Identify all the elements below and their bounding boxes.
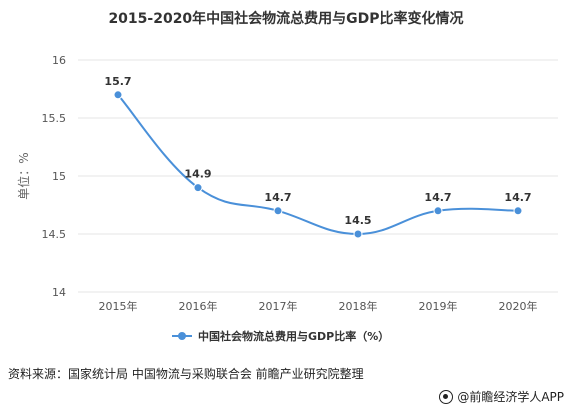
y-axis-ticks: 14 14.5 15 15.5 16	[42, 54, 67, 299]
x-tick-label: 2016年	[179, 299, 218, 313]
series-line	[117, 94, 519, 236]
data-point[interactable]	[513, 206, 523, 216]
y-tick-label: 16	[52, 54, 66, 67]
chart-title: 2015-2020年中国社会物流总费用与GDP比率变化情况	[108, 11, 464, 27]
data-label: 14.7	[424, 191, 451, 204]
data-label: 15.7	[104, 75, 131, 88]
data-label: 14.5	[344, 214, 371, 227]
y-tick-label: 15	[52, 170, 66, 183]
grid-lines	[78, 59, 558, 293]
brand-text: @前瞻经济学人APP	[457, 390, 564, 404]
data-labels: 15.7 14.9 14.7 14.5 14.7 14.7	[104, 75, 531, 227]
series-points	[113, 90, 523, 239]
line-chart: 14 14.5 15 15.5 16 2015年 2016年 2017年 2018年 2019年…	[16, 54, 558, 343]
data-point[interactable]	[113, 90, 123, 100]
data-label: 14.7	[504, 191, 531, 204]
data-point[interactable]	[273, 206, 283, 216]
legend[interactable]: 中国社会物流总费用与GDP比率（%）	[172, 329, 389, 343]
x-tick-label: 2019年	[419, 299, 458, 313]
legend-marker	[178, 332, 186, 340]
x-tick-label: 2018年	[339, 299, 378, 313]
data-point[interactable]	[353, 229, 363, 239]
data-label: 14.7	[264, 191, 291, 204]
brand: @前瞻经济学人APP	[439, 388, 564, 405]
legend-label: 中国社会物流总费用与GDP比率（%）	[198, 329, 389, 343]
data-point[interactable]	[433, 206, 443, 216]
y-tick-label: 14	[52, 286, 66, 299]
x-axis-ticks: 2015年 2016年 2017年 2018年 2019年 2020年	[99, 299, 538, 313]
x-tick-label: 2015年	[99, 299, 138, 313]
data-point[interactable]	[193, 183, 203, 193]
brand-logo-icon	[439, 389, 454, 404]
y-tick-label: 15.5	[42, 112, 67, 125]
source-text: 资料来源：国家统计局 中国物流与采购联合会 前瞻产业研究院整理	[8, 367, 364, 381]
y-axis-label: 单位：%	[16, 152, 31, 199]
x-tick-label: 2017年	[259, 299, 298, 313]
footer: 资料来源：国家统计局 中国物流与采购联合会 前瞻产业研究院整理 @前瞻经济学人A…	[0, 357, 572, 406]
x-tick-label: 2020年	[499, 299, 538, 313]
data-label: 14.9	[184, 168, 211, 181]
y-tick-label: 14.5	[42, 228, 67, 241]
